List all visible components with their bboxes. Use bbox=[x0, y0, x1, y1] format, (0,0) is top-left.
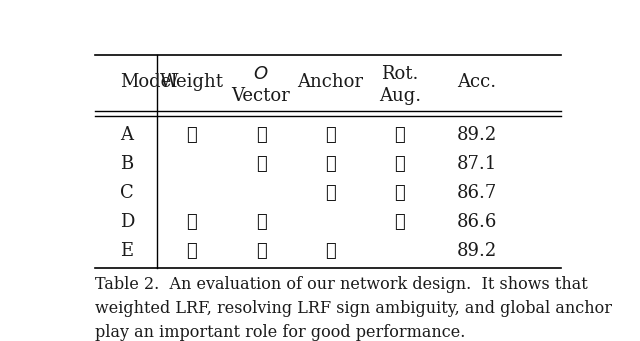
Text: ✓: ✓ bbox=[325, 127, 336, 145]
Text: D: D bbox=[120, 213, 134, 231]
Text: 86.6: 86.6 bbox=[456, 213, 497, 231]
Text: ✓: ✓ bbox=[186, 213, 197, 231]
Text: 86.7: 86.7 bbox=[457, 184, 497, 202]
Text: Table 2.  An evaluation of our network design.  It shows that
weighted LRF, reso: Table 2. An evaluation of our network de… bbox=[95, 276, 612, 341]
Text: $O$: $O$ bbox=[253, 65, 269, 83]
Text: Aug.: Aug. bbox=[379, 87, 421, 105]
Text: Weight: Weight bbox=[159, 73, 223, 91]
Text: ✓: ✓ bbox=[255, 242, 266, 260]
Text: ✓: ✓ bbox=[394, 184, 405, 202]
Text: Rot.: Rot. bbox=[381, 65, 419, 83]
Text: ✓: ✓ bbox=[325, 242, 336, 260]
Text: Acc.: Acc. bbox=[457, 73, 497, 91]
Text: Anchor: Anchor bbox=[298, 73, 364, 91]
Text: ✓: ✓ bbox=[186, 242, 197, 260]
Text: ✓: ✓ bbox=[394, 213, 405, 231]
Text: ✓: ✓ bbox=[325, 184, 336, 202]
Text: ✓: ✓ bbox=[255, 127, 266, 145]
Text: C: C bbox=[120, 184, 133, 202]
Text: ✓: ✓ bbox=[255, 213, 266, 231]
Text: ✓: ✓ bbox=[186, 127, 197, 145]
Text: B: B bbox=[120, 155, 133, 173]
Text: 89.2: 89.2 bbox=[457, 127, 497, 145]
Text: A: A bbox=[120, 127, 132, 145]
Text: 89.2: 89.2 bbox=[457, 242, 497, 260]
Text: ✓: ✓ bbox=[394, 127, 405, 145]
Text: 87.1: 87.1 bbox=[457, 155, 497, 173]
Text: Model: Model bbox=[120, 73, 177, 91]
Text: E: E bbox=[120, 242, 133, 260]
Text: ✓: ✓ bbox=[325, 155, 336, 173]
Text: Vector: Vector bbox=[232, 87, 291, 105]
Text: ✓: ✓ bbox=[394, 155, 405, 173]
Text: ✓: ✓ bbox=[255, 155, 266, 173]
